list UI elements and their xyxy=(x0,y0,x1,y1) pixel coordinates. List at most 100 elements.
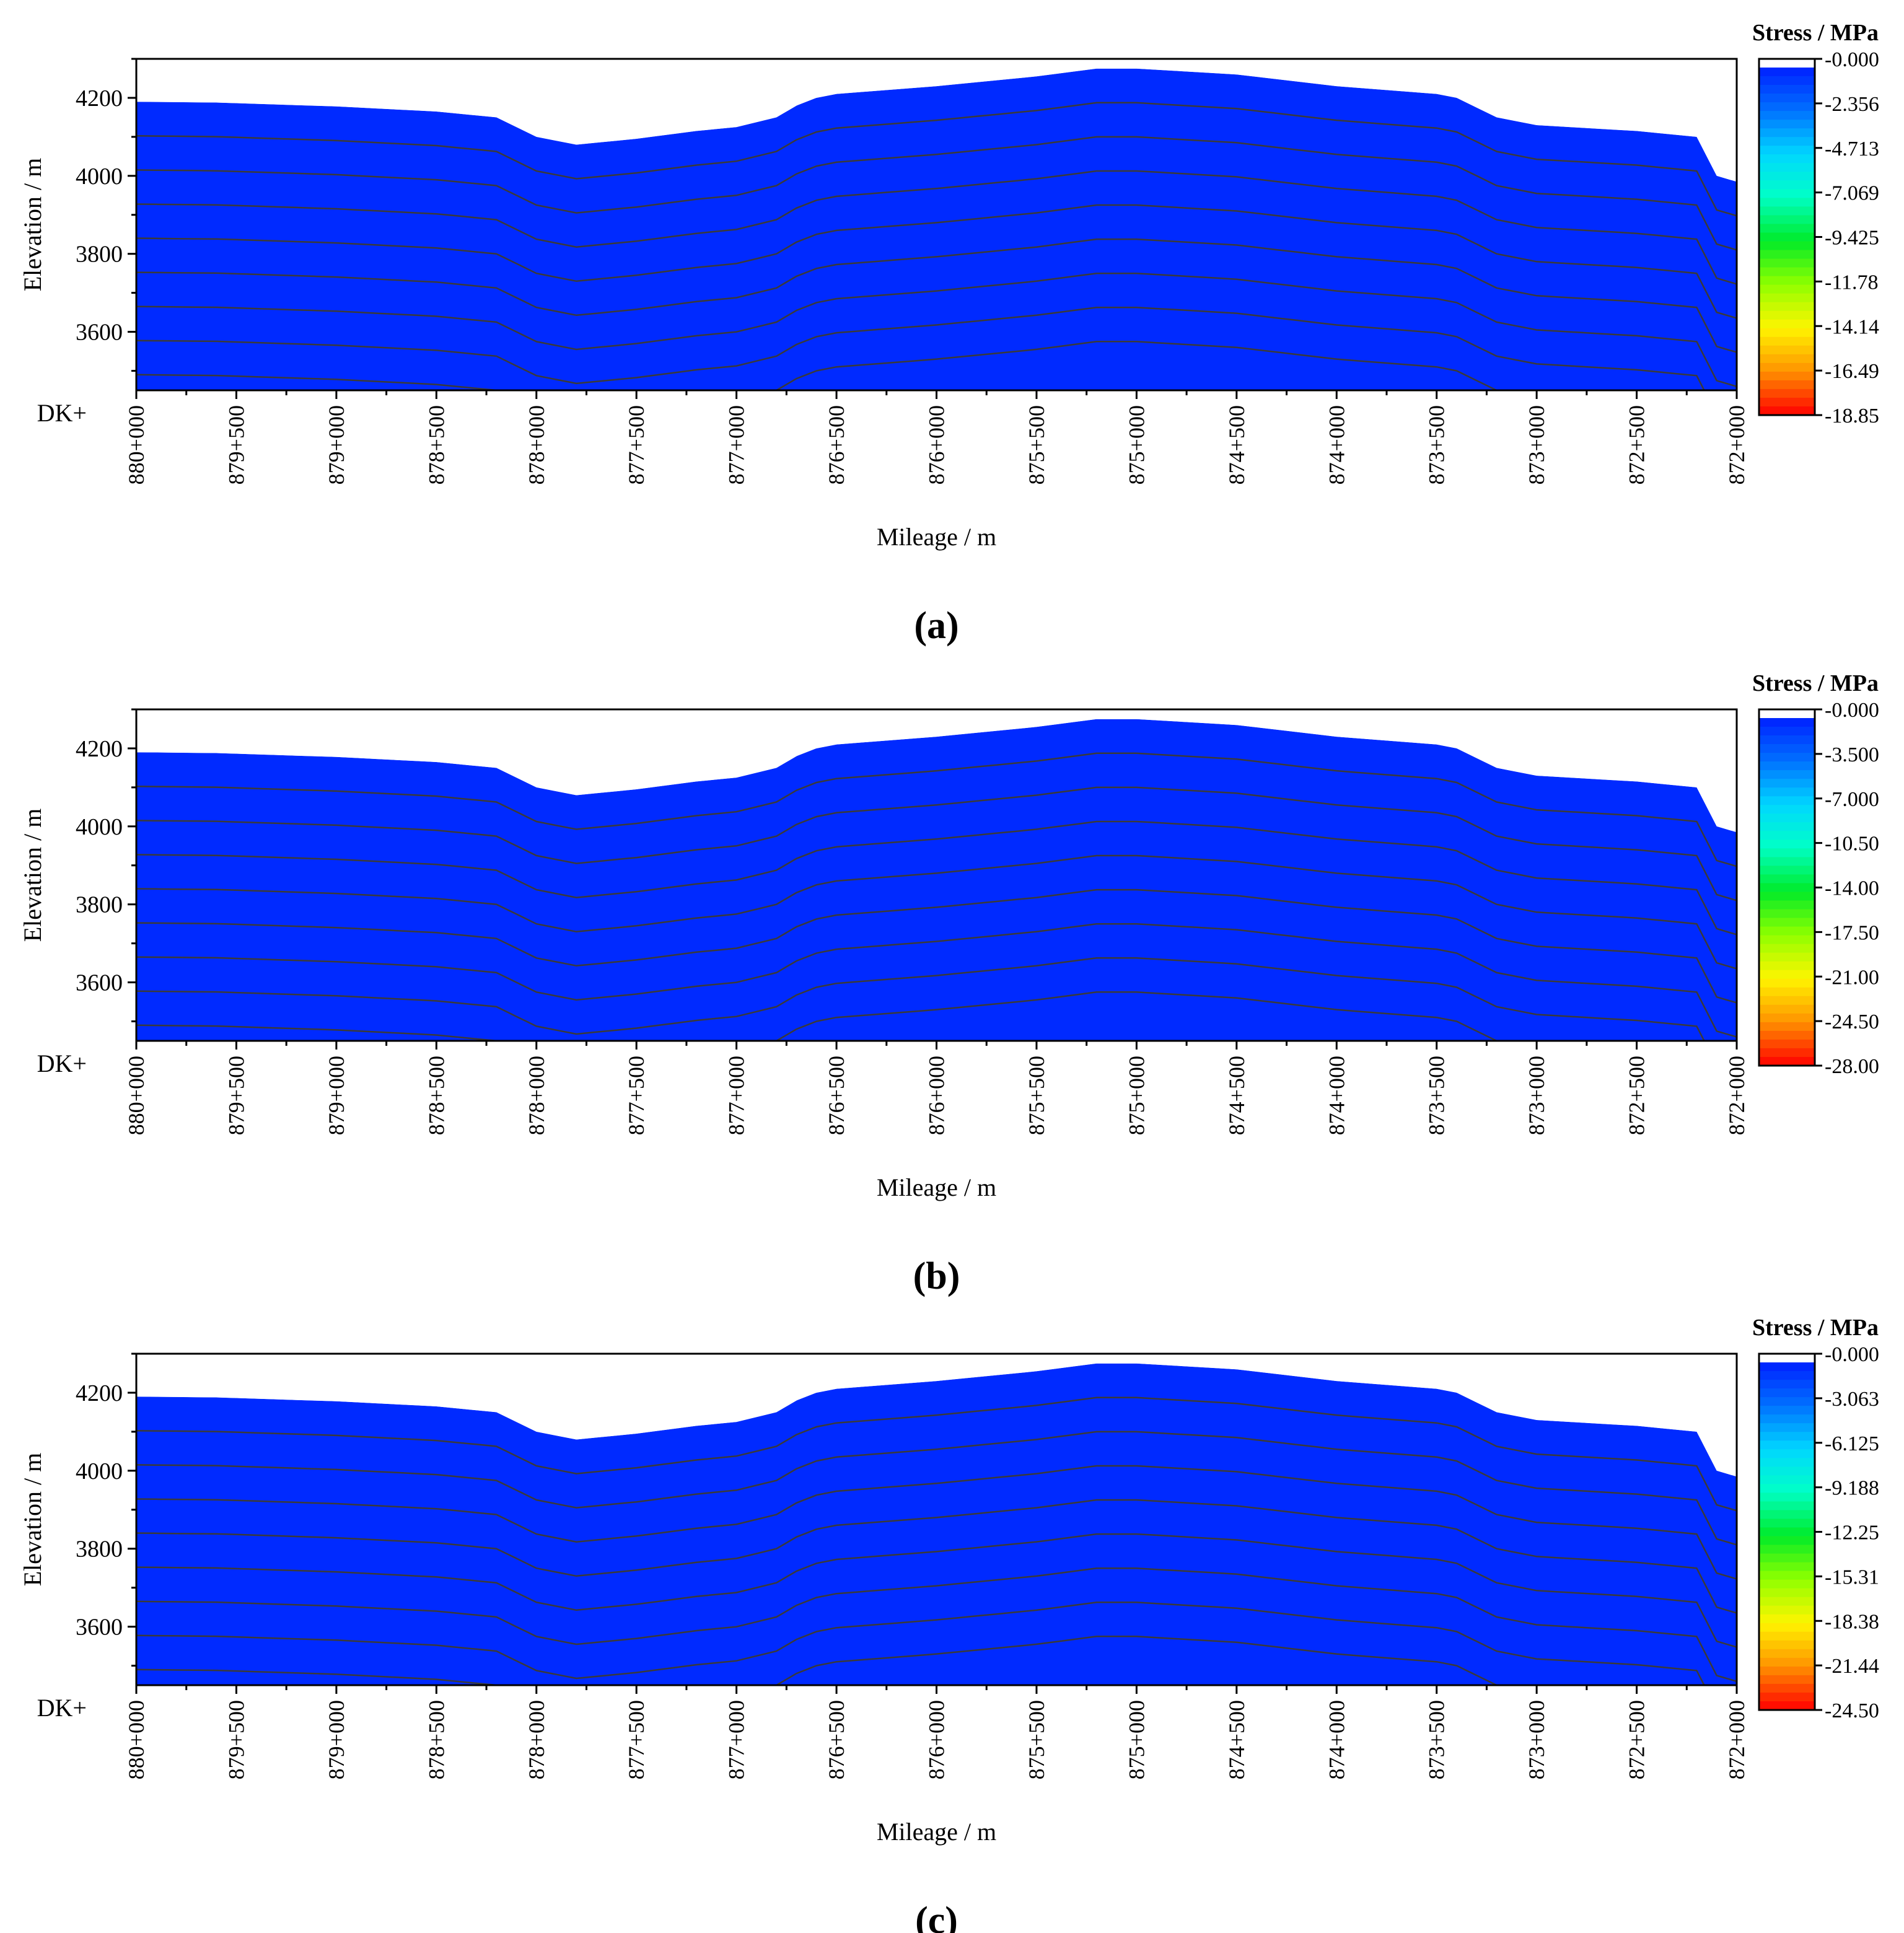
x-tick-label: 873+000 xyxy=(1524,1700,1549,1779)
colorbar-swatch xyxy=(1759,822,1815,832)
colorbar-tick-label: -3.500 xyxy=(1825,743,1879,766)
colorbar-swatch xyxy=(1759,1440,1815,1450)
colorbar-swatch xyxy=(1759,319,1815,329)
colorbar-title: Stress / MPa xyxy=(1752,1315,1879,1341)
contour-line xyxy=(136,786,1737,901)
colorbar-swatch xyxy=(1759,406,1815,416)
contour-line xyxy=(136,854,1737,970)
x-tick-label: 872+000 xyxy=(1724,1700,1749,1779)
colorbar: Stress / MPa -0.000 -3.500 -7.000 -10.50 -14.… xyxy=(1752,670,1879,1078)
colorbar-swatch xyxy=(1759,293,1815,303)
x-tick-label: 878+000 xyxy=(524,405,549,484)
x-tick-label: 875+500 xyxy=(1024,405,1049,484)
colorbar-swatch xyxy=(1759,1492,1815,1502)
colorbar-zero-band xyxy=(1759,59,1815,68)
x-tick-label: 876+500 xyxy=(824,1056,849,1135)
contour-line xyxy=(136,170,1737,285)
y-axis-title: Elevation / m xyxy=(19,809,46,942)
colorbar-swatch xyxy=(1759,232,1815,242)
colorbar-swatch xyxy=(1759,718,1815,728)
x-tick-label: 879+500 xyxy=(224,1056,248,1135)
x-tick-label: 879+500 xyxy=(224,1700,248,1779)
x-tick-label: 876+500 xyxy=(824,1700,849,1779)
y-tick-label: 3800 xyxy=(76,892,123,918)
x-prefix-label: DK+ xyxy=(37,1050,87,1077)
chart-panel-a: 3600 3800 4000 4200 880+000 879+500 879+000 878… xyxy=(19,20,1879,647)
colorbar-swatch xyxy=(1759,1701,1815,1711)
x-tick-label: 880+000 xyxy=(124,1056,149,1135)
y-tick-label: 3600 xyxy=(76,970,123,996)
y-axis-ticks: 3600 3800 4000 4200 xyxy=(76,1352,136,1667)
colorbar-swatch xyxy=(1759,111,1815,121)
colorbar-tick-label: -3.063 xyxy=(1825,1388,1879,1411)
colorbar-swatch xyxy=(1759,362,1815,372)
y-tick-label: 4000 xyxy=(76,1458,123,1484)
colorbar-swatch xyxy=(1759,1458,1815,1468)
colorbar-swatch xyxy=(1759,961,1815,971)
y-tick-label: 3600 xyxy=(76,1615,123,1641)
colorbar-tick-label: -21.00 xyxy=(1825,966,1879,989)
colorbar-swatch xyxy=(1759,1683,1815,1693)
colorbar-swatch xyxy=(1759,1631,1815,1641)
colorbar-swatch xyxy=(1759,1022,1815,1032)
colorbar-swatch xyxy=(1759,744,1815,754)
colorbar-swatch xyxy=(1759,258,1815,268)
colorbar-swatch xyxy=(1759,163,1815,173)
colorbar-tick-label: -7.000 xyxy=(1825,788,1879,811)
colorbar-swatch xyxy=(1759,857,1815,867)
x-tick-label: 875+000 xyxy=(1124,1700,1149,1779)
colorbar-swatch xyxy=(1759,198,1815,208)
x-tick-label: 874+000 xyxy=(1324,405,1349,484)
colorbar-swatch xyxy=(1759,909,1815,919)
y-tick-label: 3800 xyxy=(76,242,123,268)
y-tick-label: 4000 xyxy=(76,164,123,190)
colorbar-swatch xyxy=(1759,267,1815,277)
colorbar-tick-label: -2.356 xyxy=(1825,93,1879,116)
x-tick-label: 878+500 xyxy=(424,1056,449,1135)
colorbar-swatch xyxy=(1759,345,1815,355)
x-tick-label: 874+500 xyxy=(1224,1700,1249,1779)
colorbar-swatch xyxy=(1759,735,1815,745)
x-tick-label: 877+000 xyxy=(724,405,749,484)
colorbar-swatch xyxy=(1759,1614,1815,1624)
colorbar-swatch xyxy=(1759,154,1815,164)
colorbar-swatch xyxy=(1759,1380,1815,1390)
y-axis-title: Elevation / m xyxy=(19,158,46,292)
contour-line xyxy=(136,272,1737,387)
colorbar-swatch xyxy=(1759,1597,1815,1606)
contour-lines xyxy=(136,1396,1737,1685)
colorbar-swatch xyxy=(1759,1553,1815,1563)
contour-line xyxy=(136,820,1737,936)
colorbar-swatch xyxy=(1759,146,1815,156)
colorbar-swatch xyxy=(1759,1571,1815,1580)
contour-line xyxy=(136,991,1737,1041)
colorbar-swatch xyxy=(1759,1562,1815,1572)
x-axis-ticks: 880+000 879+500 879+000 878+500 878+000 877+5… xyxy=(124,1041,1749,1135)
colorbar-swatch xyxy=(1759,839,1815,849)
colorbar-swatch xyxy=(1759,796,1815,806)
colorbar-swatch xyxy=(1759,1039,1815,1049)
x-tick-label: 872+500 xyxy=(1625,1700,1649,1779)
colorbar-swatch xyxy=(1759,354,1815,364)
colorbar-swatch xyxy=(1759,727,1815,737)
contour-line xyxy=(136,1636,1737,1685)
colorbar-zero-band xyxy=(1759,1354,1815,1362)
colorbar-swatch xyxy=(1759,68,1815,77)
colorbar-swatch xyxy=(1759,753,1815,763)
x-tick-label: 879+000 xyxy=(324,405,349,484)
colorbar-tick-label: -0.000 xyxy=(1825,1343,1879,1366)
colorbar-swatch xyxy=(1759,831,1815,841)
colorbar-title: Stress / MPa xyxy=(1752,670,1879,696)
colorbar-swatch xyxy=(1759,120,1815,129)
colorbar-tick-label: -10.50 xyxy=(1825,833,1879,856)
colorbar-swatch xyxy=(1759,137,1815,147)
x-tick-label: 879+000 xyxy=(324,1056,349,1135)
contour-line xyxy=(136,1533,1737,1648)
colorbar-zero-band xyxy=(1759,709,1815,718)
colorbar-tick-label: -12.25 xyxy=(1825,1522,1879,1545)
colorbar-swatch xyxy=(1759,328,1815,338)
colorbar-swatch xyxy=(1759,1605,1815,1615)
x-tick-label: 877+000 xyxy=(724,1700,749,1779)
colorbar-swatch xyxy=(1759,1510,1815,1520)
x-tick-label: 880+000 xyxy=(124,405,149,484)
